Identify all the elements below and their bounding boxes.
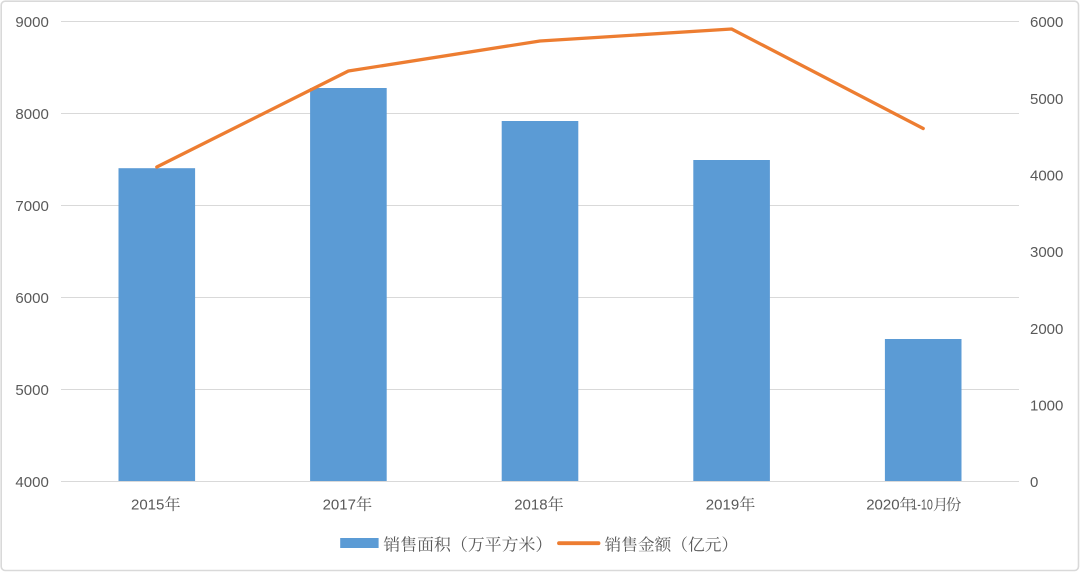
svg-text:1000: 1000 — [1030, 398, 1063, 415]
svg-text:4000: 4000 — [15, 474, 48, 491]
svg-text:1-10: 1-10 — [911, 497, 933, 514]
svg-text:6000: 6000 — [15, 290, 48, 307]
svg-text:7000: 7000 — [15, 198, 48, 215]
svg-text:5000: 5000 — [15, 382, 48, 399]
svg-text:2017: 2017 — [323, 497, 356, 514]
svg-text:2018: 2018 — [514, 497, 547, 514]
svg-text:2015: 2015 — [131, 497, 164, 514]
svg-text:0: 0 — [1030, 474, 1038, 491]
svg-text:3000: 3000 — [1030, 244, 1063, 261]
svg-text:8000: 8000 — [15, 106, 48, 123]
svg-text:9000: 9000 — [15, 14, 48, 31]
svg-text:2020: 2020 — [866, 497, 899, 514]
svg-text:2000: 2000 — [1030, 321, 1063, 338]
svg-text:2019: 2019 — [706, 497, 739, 514]
svg-text:4000: 4000 — [1030, 168, 1063, 185]
svg-text:5000: 5000 — [1030, 91, 1063, 108]
svg-text:6000: 6000 — [1030, 14, 1063, 31]
